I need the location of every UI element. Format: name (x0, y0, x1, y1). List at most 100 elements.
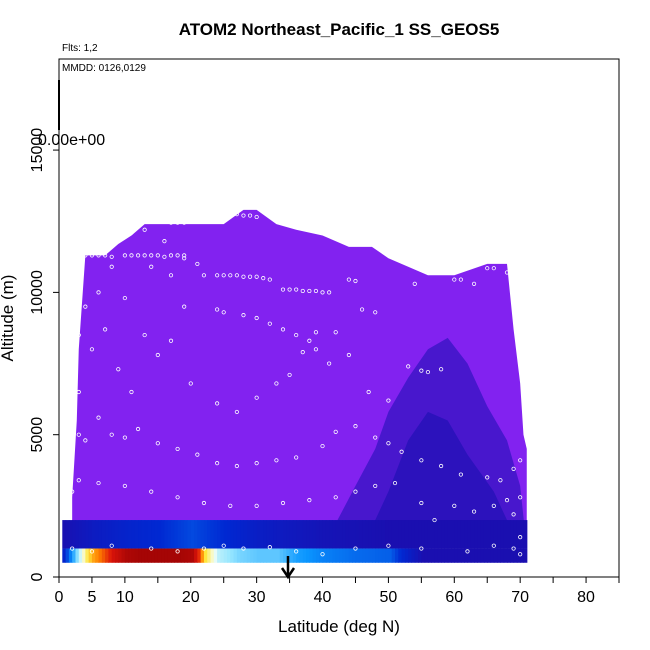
obs-point (195, 261, 200, 267)
obs-point (182, 256, 187, 261)
surface-band-cell (184, 548, 189, 563)
obs-point (221, 273, 226, 278)
lower-band-cell (243, 520, 248, 549)
surface-band-cell (418, 548, 422, 563)
surface-band-cell (513, 548, 518, 563)
lower-band-cell (342, 520, 347, 549)
obs-point (215, 461, 220, 466)
lower-band-cell (302, 520, 307, 549)
obs-point (76, 478, 81, 483)
lower-band-cell (490, 520, 495, 549)
surface-band-cell (187, 548, 192, 563)
lower-band-cell (105, 520, 110, 549)
obs-point (96, 253, 101, 258)
lower-band-cell (203, 520, 208, 549)
obs-point (208, 213, 213, 218)
lower-band-cell (194, 520, 198, 549)
surface-band-cell (371, 548, 376, 563)
obs-point (142, 332, 147, 338)
obs-point (155, 441, 160, 446)
obs-point (76, 253, 81, 258)
lower-band-cell (381, 520, 386, 549)
obs-point (452, 503, 457, 508)
lower-band-cell (197, 520, 202, 549)
lower-band-cell (85, 520, 90, 549)
surface-band-cell (388, 548, 393, 563)
surface-band-cell (177, 548, 182, 563)
obs-point (307, 498, 312, 503)
obs-point (373, 435, 378, 440)
obs-point (274, 458, 279, 463)
obs-point (149, 253, 154, 258)
surface-band-cell (395, 548, 399, 563)
surface-band-cell (223, 548, 228, 563)
surface-band-cell (65, 548, 70, 563)
lower-band-cell (483, 520, 488, 549)
lower-band-cell (161, 520, 166, 549)
obs-point (491, 503, 496, 508)
obs-point (149, 546, 154, 551)
lower-band-cell (82, 520, 86, 549)
obs-point (234, 409, 239, 415)
obs-point (76, 389, 81, 395)
obs-point (518, 552, 523, 557)
plume-core (362, 411, 521, 549)
obs-point (175, 446, 180, 452)
surface-band-cell (144, 548, 149, 563)
lower-band-cell (431, 520, 436, 549)
obs-point (432, 517, 437, 523)
y-tick-label: 10000 (29, 270, 46, 315)
lower-band-cell (164, 520, 169, 549)
obs-point (168, 220, 174, 225)
surface-band-cell (375, 548, 380, 563)
lower-band-cell (233, 520, 238, 549)
surface-band-cell (493, 548, 498, 563)
surface-band-cell (147, 548, 152, 563)
obs-point (254, 461, 259, 466)
surface-band-cell (510, 548, 515, 563)
obs-point (175, 220, 180, 225)
obs-point (89, 549, 95, 554)
obs-point (122, 483, 127, 489)
plot-frame (58, 58, 620, 578)
surface-band-cell (85, 548, 90, 563)
lower-band-cell (246, 520, 251, 549)
surface-band-cell (101, 548, 106, 563)
surface-band-cell (431, 548, 436, 563)
lower-band-cell (345, 520, 350, 549)
dates-annotation: MMDD: 0126,0129 (62, 63, 146, 74)
surface-band-cell (108, 548, 113, 563)
obs-point (353, 278, 358, 284)
surface-band-cell (197, 548, 202, 563)
surface-band-cell (355, 548, 360, 563)
lower-band-cell (167, 520, 172, 549)
lower-band-cell (322, 520, 327, 549)
surface-band-cell (378, 548, 383, 563)
obs-point (221, 543, 226, 548)
surface-band-cell (457, 548, 462, 563)
surface-band-cell (421, 548, 426, 563)
x-tick-label: 30 (248, 589, 266, 606)
lower-band-cell (365, 520, 370, 549)
lower-band-cell (292, 520, 297, 549)
obs-point (274, 216, 279, 221)
y-tick-label: 15000 (29, 128, 46, 173)
obs-point (182, 304, 187, 309)
lower-band-cell (408, 520, 413, 549)
surface-band-cell (292, 548, 297, 563)
lower-band-cell (283, 520, 287, 549)
surface-band-cell (414, 548, 419, 563)
lower-band-cell (503, 520, 508, 549)
obs-point (195, 452, 200, 457)
surface-band-cell (283, 548, 287, 563)
lower-band-cell (256, 520, 261, 549)
obs-point (122, 435, 127, 440)
lower-band-cell (220, 520, 225, 549)
surface-band-cell (118, 548, 123, 563)
surface-band-cell (121, 548, 126, 563)
surface-band-cell (217, 548, 222, 563)
obs-point (320, 443, 325, 449)
lower-band-cell (348, 520, 353, 549)
obs-point (511, 264, 516, 269)
obs-point (103, 253, 108, 258)
